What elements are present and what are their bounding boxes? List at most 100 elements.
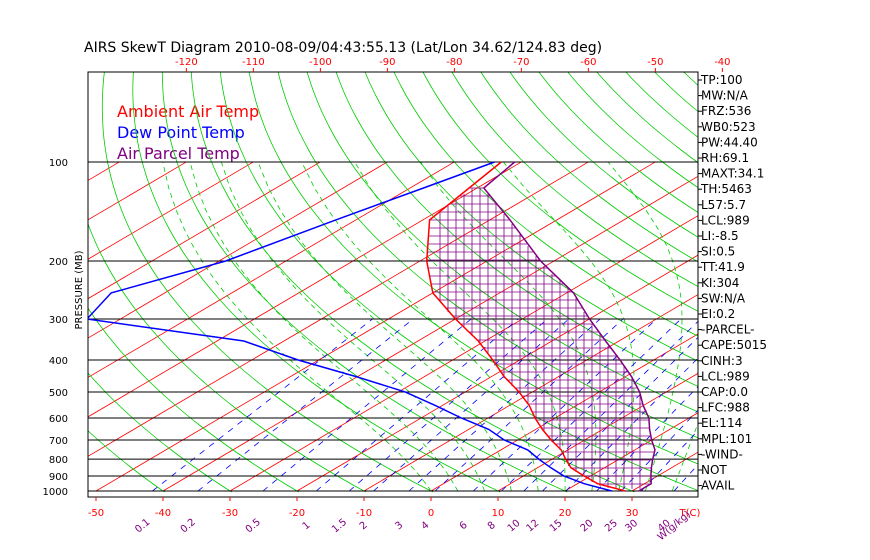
mixing-ratio-label: 1 <box>301 520 313 533</box>
mixing-ratio-line <box>501 318 682 492</box>
isotherm-line <box>766 162 870 491</box>
y-axis-label: PRESSURE (MB) <box>74 250 85 329</box>
bottom-temp-label: 10 <box>492 508 505 519</box>
isotherm-line <box>88 161 321 300</box>
dry-adiabat-line <box>509 72 698 238</box>
top-temp-label: -80 <box>446 57 462 68</box>
mixing-ratio-line <box>348 318 548 492</box>
stability-index: -WIND- <box>701 447 743 461</box>
mixing-ratio-line <box>262 318 472 492</box>
mixing-ratio-line <box>523 320 698 492</box>
legend-entry: Dew Point Temp <box>117 123 245 142</box>
isotherm-line <box>162 175 698 492</box>
top-temp-label: -110 <box>242 57 265 68</box>
isotherm-line <box>88 161 254 260</box>
pressure-tick-label: 500 <box>49 388 68 399</box>
legend: Ambient Air Temp Dew Point Temp Air Parcel… <box>117 102 259 163</box>
mixing-ratio-label: 25 <box>603 518 620 535</box>
mixing-ratio-label: 30 <box>623 518 640 535</box>
stability-index: LI:-8.5 <box>701 229 739 243</box>
moist-adiabat-line <box>162 161 432 492</box>
mixing-ratio-label: 3 <box>393 520 405 533</box>
stability-index: AVAIL <box>701 479 735 493</box>
dry-adiabat-line <box>88 372 232 493</box>
isotherm-line <box>833 162 870 491</box>
temp-axis-title: T(C) <box>679 508 701 519</box>
mixing-ratio-label: 8 <box>486 520 498 533</box>
stability-index: EL:114 <box>701 416 742 430</box>
isotherm-line <box>95 161 656 492</box>
top-temp-label: -60 <box>580 57 596 68</box>
bottom-temp-label: -50 <box>88 508 104 519</box>
mixing-ratio-label: 2 <box>358 520 370 533</box>
legend-entry: Ambient Air Temp <box>117 102 259 121</box>
mixing-ratio-line <box>542 336 698 492</box>
isotherm-line <box>296 254 698 492</box>
isotherm-line <box>0 162 52 491</box>
stability-index: EI:0.2 <box>701 307 735 321</box>
stability-index: TT:41.9 <box>700 260 745 274</box>
mixing-ratio-label: 4 <box>420 520 432 533</box>
dry-adiabat-line <box>248 72 698 465</box>
isotherm-line <box>564 412 698 492</box>
pressure-tick-label: 900 <box>49 472 68 483</box>
stability-index: LFC:988 <box>701 401 750 415</box>
stability-index: L57:5.7 <box>701 198 746 212</box>
chart-title: AIRS SkewT Diagram 2010-08-09/04:43:55.1… <box>84 40 602 56</box>
isotherm-line <box>430 333 698 492</box>
moist-adiabat-line <box>607 161 683 492</box>
stability-index: FRZ:536 <box>701 104 751 118</box>
top-temp-label: -120 <box>175 57 198 68</box>
mixing-ratio-line <box>152 318 373 492</box>
mixing-ratio-label: 10 <box>506 518 523 535</box>
dry-adiabat-line <box>306 72 698 413</box>
dry-adiabat-line <box>88 307 299 493</box>
stability-index: CAPE:5015 <box>701 338 767 352</box>
stability-index: MAXT:34.1 <box>701 167 764 181</box>
dry-adiabat-line <box>88 222 366 493</box>
stability-index: WB0:523 <box>701 120 756 134</box>
legend-entry: Air Parcel Temp <box>117 144 240 163</box>
mixing-ratio-line <box>197 318 414 492</box>
stability-index: RH:69.1 <box>701 151 749 165</box>
bottom-temp-label: -10 <box>356 508 372 519</box>
stability-index: LCL:989 <box>701 369 750 383</box>
air-parcel-temptrace <box>482 161 656 492</box>
bottom-temp-label: -40 <box>155 508 171 519</box>
dry-adiabat-line <box>190 72 635 493</box>
mixing-ratio-label: 0.5 <box>244 517 263 536</box>
dry-adiabat-line <box>132 72 501 493</box>
moist-adiabat-line <box>220 161 485 492</box>
stability-index: -PARCEL- <box>701 323 755 337</box>
bottom-temp-label: -30 <box>222 508 238 519</box>
stability-index: LCL:989 <box>701 213 750 227</box>
mixing-ratio-label: 0.1 <box>133 517 152 536</box>
stability-index: SW:N/A <box>701 291 746 305</box>
stability-index: PW:44.40 <box>701 135 758 149</box>
sounding-traces <box>88 161 656 492</box>
mixing-ratio-line <box>620 409 698 492</box>
top-temp-label: -90 <box>379 57 395 68</box>
isotherm-line <box>363 294 698 492</box>
dry-adiabat-line <box>538 72 698 213</box>
dry-adiabat-line <box>219 72 698 492</box>
mixing-ratio-line <box>473 318 657 492</box>
isotherm-line <box>88 161 187 221</box>
dry-adiabat-line <box>654 72 698 113</box>
pressure-tick-label: 700 <box>49 436 68 447</box>
ambient-air-temptrace <box>425 161 626 492</box>
dry-adiabat-line <box>567 72 698 189</box>
pressure-tick-label: 600 <box>49 414 68 425</box>
pressure-tick-label: 800 <box>49 455 68 466</box>
dry-adiabat-line <box>742 72 870 492</box>
dry-adiabat-line <box>422 72 698 312</box>
stability-index: CAP:0.0 <box>701 385 748 399</box>
mixing-ratio-line <box>373 318 570 492</box>
moist-adiabat-line <box>189 161 459 492</box>
isotherm-line <box>88 161 522 418</box>
bottom-temp-label: 30 <box>626 508 639 519</box>
moist-adiabat-line <box>301 161 539 492</box>
stability-index: TH:5463 <box>700 182 752 196</box>
pressure-tick-label: 200 <box>49 257 68 268</box>
